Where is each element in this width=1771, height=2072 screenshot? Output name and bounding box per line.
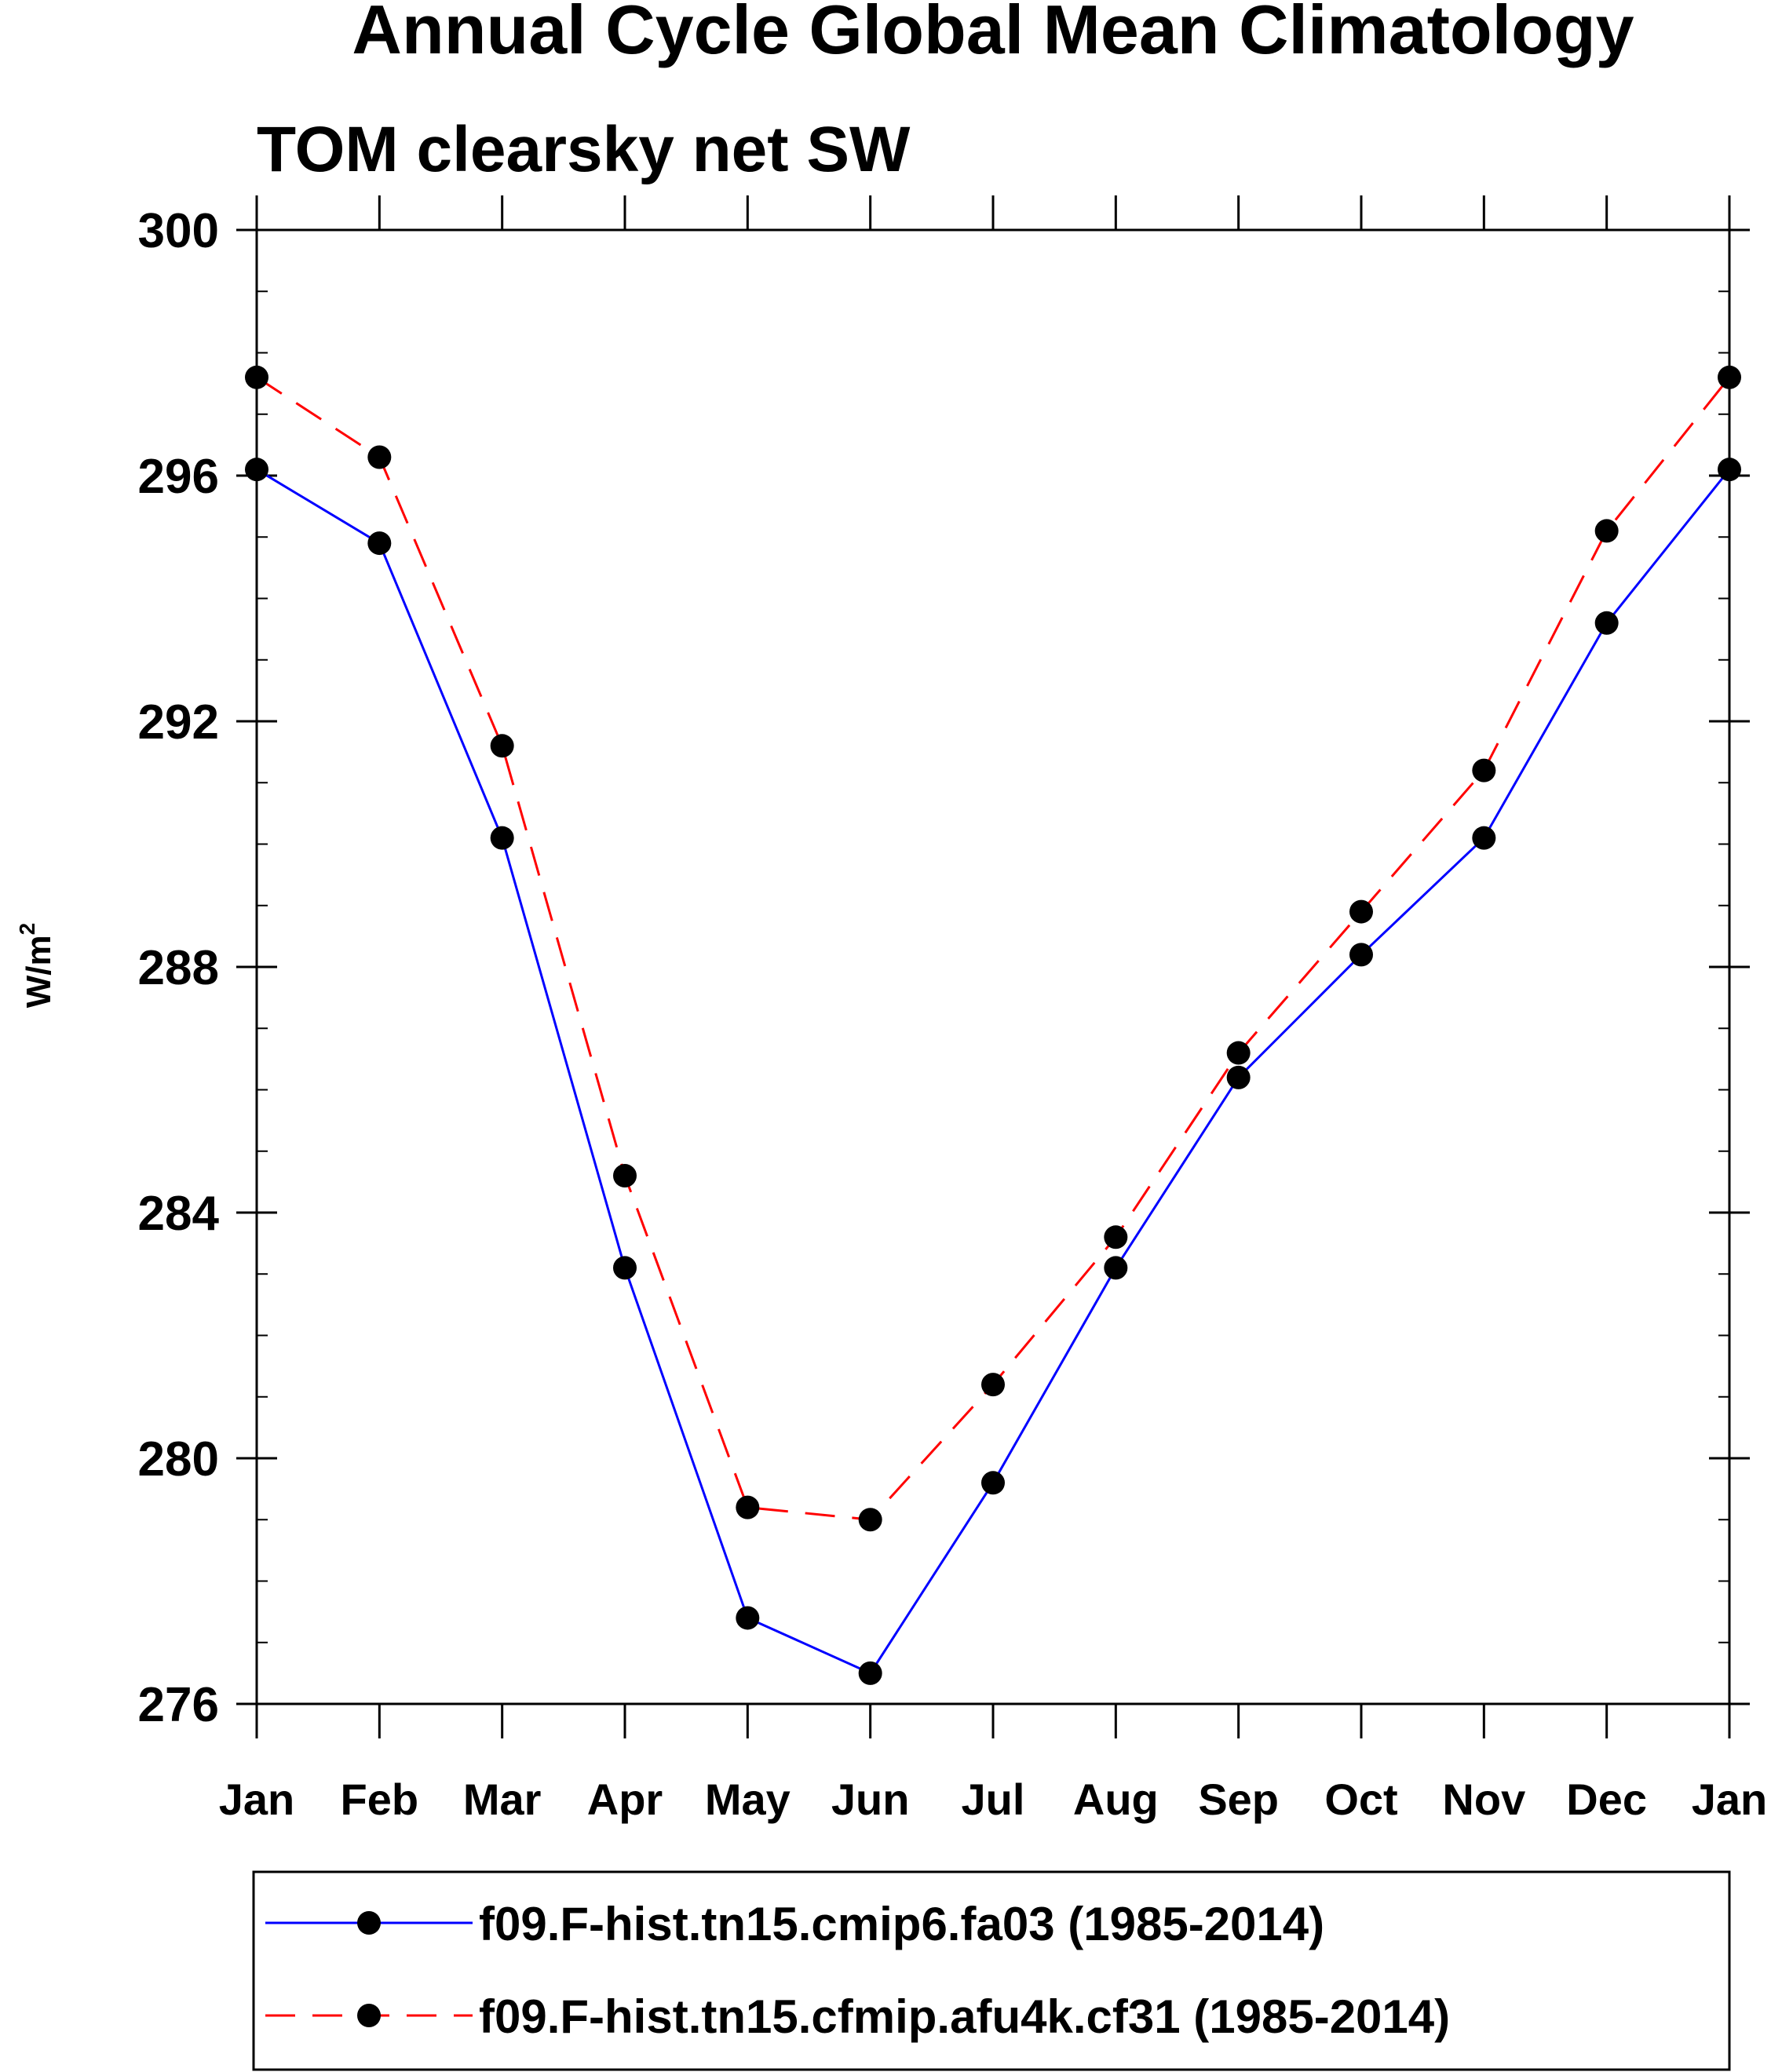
data-point bbox=[1472, 826, 1496, 850]
axis-ticks bbox=[236, 195, 1750, 1738]
data-point bbox=[245, 458, 268, 482]
y-tick-label: 284 bbox=[138, 1187, 220, 1241]
y-tick-label: 292 bbox=[138, 695, 219, 750]
data-point bbox=[613, 1256, 637, 1280]
legend: f09.F-hist.tn15.cmip6.fa03 (1985-2014) f0… bbox=[252, 1870, 1731, 2071]
chart-subtitle: TOM clearsky net SW bbox=[257, 114, 911, 185]
x-tick-label: Nov bbox=[1442, 1775, 1525, 1824]
y-tick-label: 296 bbox=[138, 450, 219, 504]
data-point bbox=[613, 1164, 637, 1188]
series-layer bbox=[245, 365, 1741, 1685]
legend-marker bbox=[357, 2004, 381, 2027]
data-point bbox=[1349, 899, 1373, 924]
data-point bbox=[1718, 458, 1741, 482]
x-tick-label: Aug bbox=[1073, 1775, 1159, 1824]
data-point bbox=[1104, 1256, 1128, 1280]
y-tick-label: 300 bbox=[138, 204, 219, 258]
data-point bbox=[981, 1471, 1005, 1495]
data-point bbox=[490, 826, 514, 850]
data-point bbox=[981, 1373, 1005, 1397]
data-point bbox=[858, 1661, 882, 1685]
data-point bbox=[736, 1606, 760, 1630]
data-point bbox=[367, 445, 392, 469]
x-tick-label: May bbox=[705, 1775, 791, 1824]
x-tick-label: Mar bbox=[463, 1775, 542, 1824]
x-tick-label: Sep bbox=[1198, 1775, 1279, 1824]
data-point bbox=[490, 734, 514, 758]
legend-label: f09.F-hist.tn15.cfmip.afu4k.cf31 (1985-2… bbox=[479, 1990, 1450, 2043]
x-tick-label: Jul bbox=[962, 1775, 1025, 1824]
data-point bbox=[1226, 1065, 1251, 1089]
x-tick-label: Jun bbox=[831, 1775, 910, 1824]
data-point bbox=[245, 365, 268, 389]
data-point bbox=[1718, 365, 1741, 389]
y-tick-label: 280 bbox=[138, 1432, 219, 1487]
x-tick-label: Oct bbox=[1324, 1775, 1397, 1824]
data-point bbox=[1594, 519, 1619, 543]
x-tick-label: Jan bbox=[1692, 1775, 1768, 1824]
y-axis-label: W/m2 bbox=[15, 923, 58, 1008]
y-tick-label: 288 bbox=[138, 941, 219, 995]
data-point bbox=[1594, 611, 1619, 635]
data-point bbox=[858, 1508, 882, 1532]
svg-text:W/m2: W/m2 bbox=[15, 923, 58, 1008]
data-point bbox=[1472, 758, 1496, 782]
y-axis-label-text: W/m bbox=[20, 935, 58, 1008]
y-tick-labels: 276 280 284 288 292 296 300 bbox=[138, 204, 220, 1732]
data-point bbox=[736, 1495, 760, 1519]
data-point bbox=[1349, 943, 1373, 967]
x-tick-label: Apr bbox=[587, 1775, 663, 1824]
legend-box bbox=[252, 1870, 1731, 2071]
x-tick-labels: Jan Feb Mar Apr May Jun Jul Aug Sep Oct Nov Dec Jan bbox=[219, 1775, 1768, 1824]
y-tick-label: 276 bbox=[138, 1678, 219, 1732]
data-point bbox=[1226, 1041, 1251, 1065]
y-axis-label-superscript: 2 bbox=[15, 923, 39, 936]
x-tick-label: Jan bbox=[219, 1775, 295, 1824]
x-tick-label: Feb bbox=[341, 1775, 419, 1824]
series-line bbox=[256, 376, 1731, 1521]
chart-title: Annual Cycle Global Mean Climatology bbox=[352, 0, 1634, 68]
data-point bbox=[367, 531, 392, 556]
legend-label: f09.F-hist.tn15.cmip6.fa03 (1985-2014) bbox=[479, 1898, 1324, 1950]
x-tick-label: Dec bbox=[1566, 1775, 1647, 1824]
legend-marker bbox=[357, 1911, 381, 1935]
data-point bbox=[1104, 1225, 1128, 1249]
